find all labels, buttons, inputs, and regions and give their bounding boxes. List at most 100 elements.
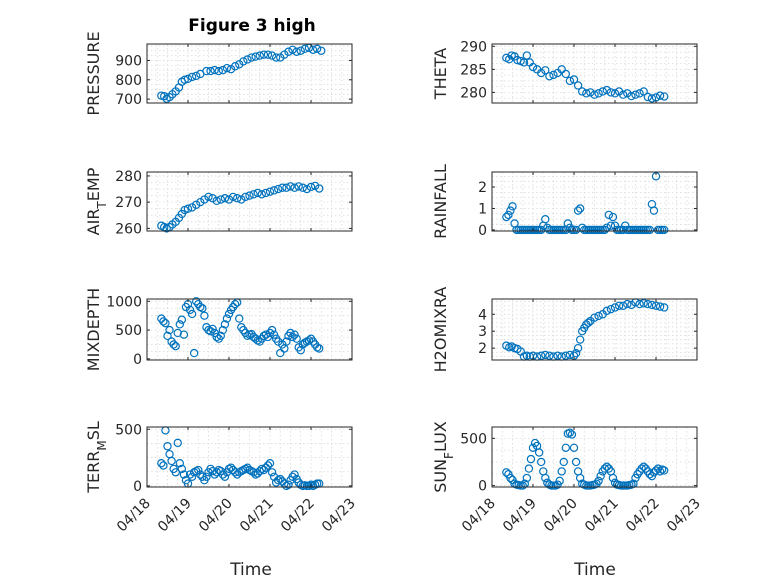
y-tick-label: 290 xyxy=(460,39,487,55)
data-point xyxy=(506,473,515,483)
data-point xyxy=(647,94,657,103)
y-tick-label: 280 xyxy=(460,85,487,101)
subplot-h2omixra: 234 H2OMIXRA xyxy=(431,287,698,372)
y-tick-label: 500 xyxy=(460,431,487,447)
data-point xyxy=(230,62,240,71)
data-point xyxy=(179,470,189,479)
data-point xyxy=(191,71,201,81)
data-point xyxy=(286,328,295,338)
data-point xyxy=(243,55,252,64)
data-point xyxy=(302,184,312,194)
data-point xyxy=(288,472,297,482)
data-point xyxy=(167,456,176,466)
data-point xyxy=(263,461,273,470)
data-point xyxy=(245,191,254,200)
data-point xyxy=(315,184,324,193)
data-point xyxy=(571,349,581,358)
data-point xyxy=(288,45,297,55)
data-point xyxy=(284,480,293,489)
data-point xyxy=(249,190,258,199)
data-point xyxy=(276,474,285,484)
axes-box xyxy=(491,43,698,104)
data-point xyxy=(606,221,616,230)
data-point xyxy=(604,210,614,220)
data-point xyxy=(631,90,640,99)
data-point xyxy=(573,81,583,90)
axes-box xyxy=(146,298,353,361)
data-point xyxy=(269,186,279,195)
data-point xyxy=(173,438,182,448)
data-point xyxy=(647,300,657,310)
data-point xyxy=(224,309,234,319)
data-point xyxy=(253,469,262,478)
y-tick-label: 3 xyxy=(478,324,487,340)
data-point xyxy=(261,330,271,339)
subplot-grid: 700 800 900 PRESSURE 280 285 290 THETA 260 270 280… xyxy=(84,31,704,535)
figure-title: Figure 3 high xyxy=(188,16,316,36)
data-point xyxy=(290,470,299,479)
data-point xyxy=(528,62,538,72)
data-point xyxy=(565,350,575,360)
data-point xyxy=(247,53,256,62)
x-tick-label: 04/19 xyxy=(500,496,540,536)
data-point xyxy=(502,468,511,477)
x-tick-label: 04/23 xyxy=(319,496,359,536)
data-point xyxy=(590,313,599,322)
data-point xyxy=(608,212,618,222)
data-point xyxy=(506,206,515,215)
data-point xyxy=(218,65,228,75)
data-point xyxy=(545,72,554,81)
data-point xyxy=(557,467,566,476)
data-point xyxy=(226,463,236,472)
data-point xyxy=(175,459,184,468)
data-point xyxy=(590,90,599,99)
axes-box xyxy=(491,298,698,361)
data-point xyxy=(278,183,287,192)
data-point xyxy=(212,196,221,206)
y-axis-label: AIRTEMP xyxy=(84,167,109,235)
data-point xyxy=(537,351,546,360)
data-point xyxy=(310,181,320,191)
data-point xyxy=(241,192,250,202)
data-point xyxy=(600,225,609,235)
data-point xyxy=(537,457,546,467)
x-axis-label-left: Time xyxy=(229,560,272,580)
data-point xyxy=(584,318,593,327)
data-point xyxy=(212,332,221,342)
data-point xyxy=(220,472,230,482)
data-point xyxy=(255,51,264,60)
y-tick-label: 0 xyxy=(133,352,142,368)
data-point xyxy=(200,195,209,204)
axes-box xyxy=(491,426,698,488)
data-point xyxy=(180,75,189,84)
data-point xyxy=(218,325,228,335)
data-point xyxy=(606,88,616,97)
data-point xyxy=(541,473,550,483)
data-point xyxy=(255,466,264,476)
data-point xyxy=(202,472,211,482)
data-point xyxy=(571,457,581,467)
data-point xyxy=(249,468,258,477)
y-tick-label: 800 xyxy=(115,73,142,89)
data-point xyxy=(559,457,568,467)
y-tick-label: 500 xyxy=(115,422,142,438)
data-point xyxy=(177,315,187,324)
data-point xyxy=(210,65,219,75)
x-tick-label: 04/21 xyxy=(237,496,277,536)
y-tick-label: 260 xyxy=(115,221,142,237)
data-point xyxy=(312,44,322,54)
data-point xyxy=(183,74,193,84)
data-point xyxy=(210,470,219,479)
data-point xyxy=(157,459,166,468)
data-point xyxy=(586,88,595,97)
y-tick-label: 2 xyxy=(478,341,487,357)
data-point xyxy=(237,195,246,204)
data-point xyxy=(208,324,217,334)
y-axis-label: RAINFALL xyxy=(431,164,450,239)
data-point xyxy=(565,76,575,86)
axes-box xyxy=(146,43,353,104)
data-point xyxy=(639,87,648,96)
data-point xyxy=(526,454,536,464)
y-axis-label: SUNFLUX xyxy=(431,421,456,493)
y-axis-label: THETA xyxy=(431,48,450,100)
